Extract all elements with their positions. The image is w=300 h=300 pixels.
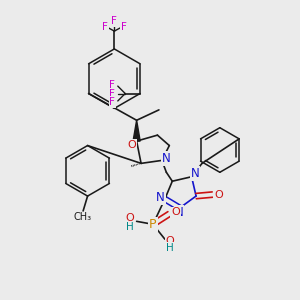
Text: N: N bbox=[162, 152, 171, 165]
Text: F: F bbox=[110, 97, 116, 107]
Text: N: N bbox=[156, 191, 165, 204]
Text: N: N bbox=[175, 206, 184, 219]
Text: O: O bbox=[214, 190, 223, 200]
Text: F: F bbox=[111, 16, 117, 26]
Text: O: O bbox=[166, 236, 175, 246]
Text: O: O bbox=[127, 140, 136, 150]
Text: F: F bbox=[121, 22, 127, 32]
Text: F: F bbox=[102, 22, 108, 32]
Text: H: H bbox=[126, 222, 134, 232]
Text: N: N bbox=[191, 167, 200, 180]
Text: H: H bbox=[166, 243, 174, 253]
Polygon shape bbox=[133, 120, 140, 141]
Text: CH₃: CH₃ bbox=[73, 212, 91, 223]
Text: P: P bbox=[149, 218, 157, 231]
Text: O: O bbox=[126, 213, 134, 223]
Text: F: F bbox=[110, 80, 116, 90]
Text: O: O bbox=[171, 207, 180, 218]
Text: F: F bbox=[110, 88, 116, 98]
